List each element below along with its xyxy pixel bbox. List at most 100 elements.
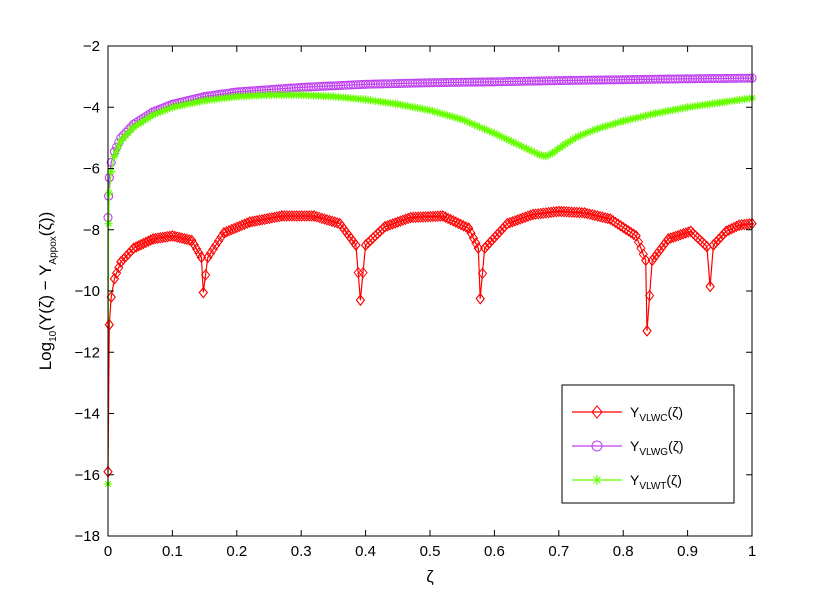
data-point: [659, 239, 669, 251]
data-point: [264, 212, 275, 225]
data-point: [167, 230, 178, 242]
data-point: [257, 213, 267, 226]
data-point: [509, 138, 518, 147]
data-point: [219, 227, 229, 239]
data-point: [160, 231, 170, 243]
data-point: [636, 242, 646, 254]
data-point: [525, 209, 536, 222]
data-point: [105, 189, 114, 197]
data-point: [592, 475, 602, 485]
data-point: [203, 251, 213, 264]
data-point: [196, 251, 207, 264]
data-point: [259, 213, 270, 226]
data-point: [541, 152, 550, 161]
data-point: [742, 218, 752, 231]
legend-label: YVLWG(ζ): [630, 438, 684, 458]
data-point: [390, 217, 400, 229]
data-point: [619, 117, 628, 126]
y-tick-label: −10: [75, 283, 100, 300]
data-point: [106, 291, 116, 303]
data-point: [541, 207, 551, 219]
data-point: [510, 215, 520, 227]
data-point: [471, 237, 481, 249]
data-point: [332, 217, 342, 229]
data-point: [274, 210, 285, 223]
data-point: [713, 233, 724, 246]
x-tick-label: 1: [748, 543, 756, 560]
data-point: [463, 222, 474, 235]
data-point: [216, 231, 226, 243]
data-point: [267, 212, 277, 224]
data-point: [211, 239, 221, 251]
data-point: [361, 95, 370, 104]
data-point: [656, 242, 667, 254]
y-tick-label: −18: [75, 528, 100, 545]
y-tick-label: −8: [83, 222, 100, 239]
data-point: [312, 210, 322, 223]
data-point: [473, 242, 483, 254]
data-point: [561, 140, 570, 148]
data-point: [129, 123, 138, 132]
data-point: [247, 215, 257, 228]
data-point: [507, 215, 518, 228]
data-point: [591, 405, 603, 419]
x-axis-title: ζ: [426, 567, 434, 586]
data-point: [543, 206, 554, 219]
x-tick-label: 0.3: [291, 543, 312, 560]
data-point: [351, 239, 361, 251]
data-point: [277, 210, 287, 222]
data-point: [252, 214, 262, 227]
data-point: [245, 216, 255, 228]
data-point: [642, 325, 652, 337]
data-point: [523, 210, 533, 223]
y-tick-label: −12: [75, 344, 100, 361]
data-point: [187, 234, 197, 247]
data-point: [505, 216, 515, 229]
data-point: [708, 239, 719, 251]
data-point: [385, 219, 395, 231]
data-point: [721, 225, 731, 238]
legend-entry: YVLWG(ζ): [572, 438, 684, 458]
data-point: [398, 214, 408, 227]
data-point: [361, 79, 371, 89]
data-point: [651, 109, 660, 118]
data-point: [208, 243, 218, 255]
data-point: [104, 318, 114, 331]
data-point: [150, 232, 161, 245]
data-point: [536, 207, 546, 220]
y-tick-label: −6: [83, 161, 100, 178]
x-tick-label: 0.2: [226, 543, 247, 560]
data-point: [595, 210, 605, 223]
data-point: [272, 211, 282, 223]
data-point: [654, 245, 664, 257]
data-point: [520, 211, 530, 223]
legend: YVLWC(ζ) YVLWG(ζ) YVLWT(ζ): [561, 384, 735, 504]
y-tick-label: −4: [83, 99, 100, 116]
data-point: [485, 236, 495, 249]
data-point: [638, 248, 648, 261]
data-point: [673, 229, 683, 242]
data-point: [671, 230, 681, 243]
data-point: [591, 440, 603, 452]
axis-layer: 0 0.1 0.2 0.3 0.4 0.5 0.6 0.7 0.8 0.9 1 −18 −16 −14 −1…: [75, 38, 757, 560]
data-point: [314, 211, 324, 224]
data-point: [129, 242, 139, 254]
data-point: [522, 144, 531, 153]
data-point: [319, 213, 330, 225]
data-point: [497, 223, 507, 235]
data-point: [426, 106, 434, 115]
data-point: [395, 215, 406, 227]
data-point: [489, 77, 499, 87]
y-axis-title: Log10(Y(ζ) − YAppox(ζ)): [36, 212, 59, 371]
data-point: [492, 228, 502, 241]
y-tick-label: −14: [75, 406, 100, 423]
data-point: [668, 231, 678, 244]
data-point: [148, 233, 158, 245]
series-line: [107, 77, 753, 218]
data-point: [574, 132, 583, 141]
data-point: [597, 211, 608, 223]
legend-entry: YVLWC(ζ): [572, 404, 683, 424]
data-point: [327, 215, 337, 228]
data-point: [158, 231, 168, 244]
data-point: [683, 103, 692, 112]
